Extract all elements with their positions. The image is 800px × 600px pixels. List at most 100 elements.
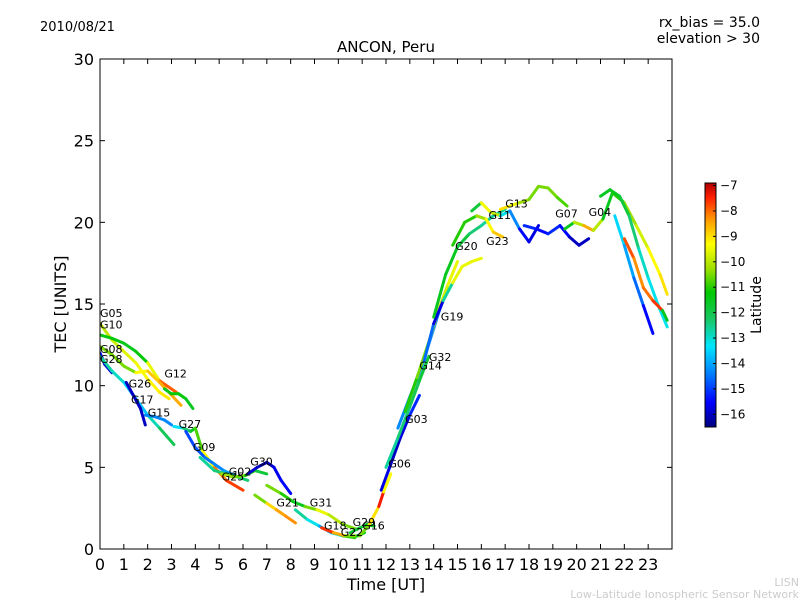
satellite-label: G20	[455, 240, 478, 253]
x-tick-label: 4	[190, 555, 200, 574]
series-g15	[143, 413, 173, 427]
series-segment	[441, 281, 455, 303]
satellite-label: G05	[100, 307, 123, 320]
series-segment	[508, 201, 521, 208]
series-segment	[463, 214, 479, 224]
series-segment	[627, 214, 641, 250]
series-segment	[422, 322, 436, 363]
series-segment	[153, 415, 166, 422]
chart-title: ANCON, Peru	[337, 38, 435, 56]
series-segment	[139, 407, 147, 427]
series-segment	[377, 490, 386, 508]
series-segment	[577, 237, 591, 247]
series-g24	[613, 214, 655, 335]
x-tick-label: 17	[495, 555, 515, 574]
series-segment	[158, 390, 171, 401]
series-segment	[131, 394, 142, 410]
series-segment	[508, 209, 521, 231]
satellite-label: G29	[353, 516, 376, 529]
colorbar	[704, 182, 717, 428]
series-segment	[460, 260, 474, 268]
series-g06	[379, 394, 421, 492]
series-segment	[417, 354, 431, 383]
series-segment	[110, 336, 126, 345]
series-segment	[253, 469, 269, 476]
series-g10	[100, 333, 178, 394]
series-g13	[498, 184, 569, 211]
satellite-label: G03	[405, 413, 428, 426]
rx-bias-label: rx_bias = 35.0	[659, 15, 760, 31]
series-segment	[546, 224, 562, 236]
series-segment	[613, 214, 626, 247]
x-tick-label: 21	[590, 555, 610, 574]
series-segment	[384, 436, 400, 469]
series-g16	[358, 472, 393, 538]
satellite-label: G17	[131, 394, 154, 407]
series-segment	[451, 220, 467, 247]
satellite-label: G06	[388, 457, 411, 470]
satellite-label: G19	[441, 310, 464, 323]
x-tick-label: 23	[638, 555, 658, 574]
series-segment	[100, 354, 114, 373]
x-tick-label: 22	[614, 555, 634, 574]
series-g17	[124, 380, 147, 427]
series-segment	[601, 191, 614, 221]
series-segment	[646, 276, 660, 306]
series-segment	[198, 456, 216, 473]
series-segment	[315, 508, 331, 517]
series-segment	[100, 333, 114, 340]
satellite-label: G11	[489, 209, 512, 222]
series-g26b	[622, 237, 669, 322]
colorbar-tick-label: −11	[720, 280, 745, 294]
series-segment	[232, 474, 247, 479]
series-segment	[451, 264, 464, 285]
series-segment	[599, 188, 612, 198]
series-segment	[158, 426, 176, 446]
series-segment	[110, 338, 126, 353]
series-segment	[658, 273, 669, 296]
x-tick-label: 6	[238, 555, 248, 574]
series-segment	[491, 230, 505, 239]
satellite-label: G26	[129, 377, 152, 390]
colorbar-tick-label: −16	[720, 407, 745, 421]
satellite-label: G32	[429, 351, 452, 364]
satellite-label: G13	[505, 198, 528, 211]
series-segment	[432, 273, 448, 319]
series-segment	[470, 201, 483, 213]
series-segment	[396, 405, 412, 440]
series-segment	[470, 256, 483, 263]
x-tick-label: 14	[423, 555, 443, 574]
series-g20	[432, 207, 507, 319]
satellite-label: G02	[229, 466, 252, 479]
x-tick-label: 5	[214, 555, 224, 574]
series-segment	[134, 369, 150, 375]
series-segment	[622, 243, 636, 280]
elevation-label: elevation > 30	[657, 31, 760, 47]
series-segment	[568, 235, 581, 247]
series-segment	[274, 508, 288, 518]
x-tick-label: 8	[286, 555, 296, 574]
series-segment	[184, 397, 195, 410]
series-segment	[475, 214, 488, 221]
series-segment	[498, 209, 512, 218]
series-segment	[265, 483, 283, 495]
series-g27	[172, 425, 245, 492]
series-g21	[253, 493, 297, 525]
series-segment	[632, 276, 645, 308]
satellite-label: G18	[324, 519, 347, 532]
series-segment	[291, 500, 307, 508]
series-segment	[537, 184, 550, 190]
series-segment	[193, 426, 204, 453]
axes: 0 1 2 3 4 5 6 7 8 9 10 11 12 13 14 15 16 17 18 19 20 21 22 2305…	[74, 50, 672, 574]
series-segment	[203, 456, 216, 466]
series-segment	[122, 341, 138, 353]
series-g03	[384, 354, 431, 469]
colorbar-ticks: −16 −15 −14 −13 −12 −11 −10 −9 −8 −7	[713, 179, 745, 421]
series-segment	[272, 465, 283, 482]
series-segment	[305, 518, 321, 528]
colorbar-tick-label: −14	[720, 356, 745, 370]
series-segment	[146, 369, 162, 384]
series-segment	[591, 217, 605, 232]
satellite-label: G22	[341, 526, 364, 539]
